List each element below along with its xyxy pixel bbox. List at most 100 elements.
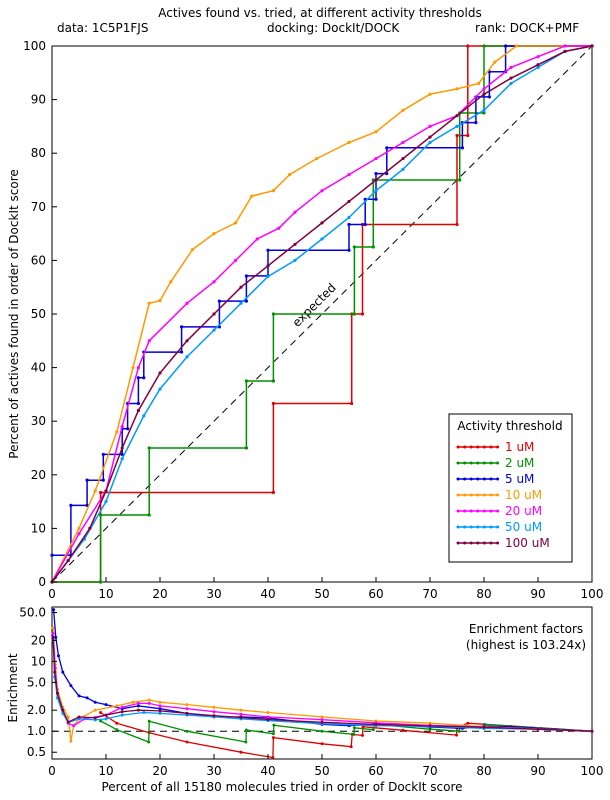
- enrichment-point-2-um: [352, 732, 356, 736]
- enrichment-xlabel: Percent of all 15180 molecules tried in …: [101, 780, 462, 794]
- legend-swatch-dot: [463, 445, 467, 449]
- series-point-100-um: [185, 339, 189, 343]
- enrichment-point-100-um: [374, 722, 378, 726]
- series-point-5-um: [504, 44, 508, 48]
- series-point-5-um: [266, 248, 270, 252]
- enrichment-point-5-um: [54, 635, 58, 639]
- legend-box: [448, 413, 573, 563]
- series-point-50-um: [536, 65, 540, 70]
- series-point-2-um: [99, 580, 103, 584]
- legend-swatch-dot: [482, 461, 486, 465]
- series-point-5-um: [385, 146, 389, 150]
- series-point-5-um: [69, 503, 73, 507]
- enrichment-point-10-um: [320, 715, 324, 719]
- series-point-50-um: [158, 387, 162, 391]
- legend-swatch-dot: [476, 461, 480, 465]
- series-point-100-um: [509, 76, 513, 80]
- series-point-10-um: [250, 194, 254, 198]
- enrichment-point-5-um: [77, 694, 81, 698]
- series-point-5-um: [347, 248, 351, 252]
- enrichment-point-1-um: [454, 733, 458, 737]
- series-point-2-um: [458, 178, 462, 182]
- enrichment-plot: 0 10 20 30 40 50 60 70 80 90 100 0.5 1.0 2.0 5.0 10 20 50…: [6, 606, 603, 794]
- series-point-10-um: [374, 130, 378, 134]
- enrichment-point-10-um: [66, 715, 70, 719]
- legend-swatch-dot: [456, 461, 460, 465]
- series-point-10-um: [401, 108, 405, 112]
- series-point-100-um: [401, 156, 405, 161]
- main-y-tick-label: 20: [31, 468, 46, 482]
- series-point-20-um: [374, 156, 378, 161]
- legend-label-100-um: 100 uM: [505, 536, 550, 550]
- series-point-5-um: [374, 171, 378, 176]
- series-point-50-um: [374, 189, 378, 193]
- series-point-20-um: [120, 424, 124, 429]
- enrichment-point-1-um: [401, 728, 405, 732]
- main-x-tick-label: 0: [48, 587, 56, 601]
- legend-swatch-dot: [482, 445, 486, 449]
- series-point-10-um: [288, 173, 292, 177]
- legend-swatch-dot: [463, 461, 467, 465]
- series-point-10-um: [147, 301, 151, 305]
- legend-swatch-dot: [489, 445, 493, 449]
- series-point-2-um: [352, 312, 356, 316]
- series-point-50-um: [266, 274, 270, 279]
- enrichment-point-2-um: [352, 726, 356, 730]
- legend-swatch-dot: [476, 525, 480, 529]
- series-point-10-um: [190, 248, 194, 252]
- enrichment-point-2-um: [115, 728, 119, 732]
- enrichment-point-100-um: [185, 711, 189, 715]
- enrichment-point-1-um: [320, 742, 324, 746]
- main-x-tick-label: 90: [530, 587, 545, 601]
- series-point-50-um: [293, 258, 297, 262]
- enrichment-x-tick-label: 100: [581, 764, 604, 778]
- enrichment-x-tick-label: 70: [422, 764, 437, 778]
- series-point-5-um: [142, 376, 146, 380]
- enrichment-point-100-um: [55, 691, 59, 695]
- series-point-10-um: [428, 92, 432, 96]
- enrichment-point-5-um: [93, 700, 97, 704]
- enrichment-point-2-um: [428, 727, 432, 731]
- main-y-tick-label: 90: [31, 93, 46, 107]
- series-point-50-um: [428, 140, 432, 145]
- series-point-100-um: [266, 264, 270, 268]
- enrichment-point-100-um: [158, 709, 162, 713]
- enrichment-x-tick-label: 60: [368, 764, 383, 778]
- enrichment-legend-title: Enrichment factors: [469, 622, 583, 636]
- series-point-5-um: [85, 478, 89, 482]
- enrichment-x-tick-label: 20: [152, 764, 167, 778]
- legend-swatch-dot: [496, 477, 500, 481]
- series-point-10-um: [77, 526, 81, 531]
- legend-swatch-dot: [482, 509, 486, 513]
- expected-annotation: expected: [290, 281, 339, 330]
- series-point-100-um: [320, 221, 324, 225]
- series-line-10-um: [51, 45, 592, 583]
- main-x-tick-label: 20: [152, 587, 167, 601]
- enrichment-point-10-um: [158, 700, 162, 704]
- main-x-tick-label: 50: [314, 587, 329, 601]
- series-point-100-um: [590, 44, 594, 48]
- series-point-100-um: [239, 285, 243, 289]
- series-point-5-um: [487, 95, 491, 99]
- series-point-50-um: [482, 108, 486, 112]
- series-point-5-um: [180, 325, 184, 329]
- series-point-2-um: [244, 446, 248, 450]
- main-x-tick-label: 70: [422, 587, 437, 601]
- series-point-5-um: [347, 222, 351, 227]
- enrichment-point-100-um: [93, 716, 97, 720]
- enrichment-point-20-um: [185, 707, 189, 711]
- legend-swatch-dot: [463, 541, 467, 545]
- enrichment-legend-subtitle: (highest is 103.24x): [466, 638, 586, 652]
- series-point-5-um: [374, 197, 378, 201]
- series-point-20-um: [347, 173, 351, 177]
- legend-swatch-dot: [463, 509, 467, 513]
- main-x-tick-label: 100: [581, 587, 604, 601]
- series-point-2-um: [482, 111, 486, 115]
- series-point-2-um: [271, 312, 275, 316]
- series-point-5-um: [101, 452, 105, 457]
- series-point-20-um: [563, 44, 567, 48]
- series-line-2-um: [52, 45, 592, 583]
- enrichment-point-20-um: [147, 701, 151, 705]
- enrichment-point-1-um: [349, 745, 353, 749]
- enrichment-x-tick-label: 0: [48, 764, 56, 778]
